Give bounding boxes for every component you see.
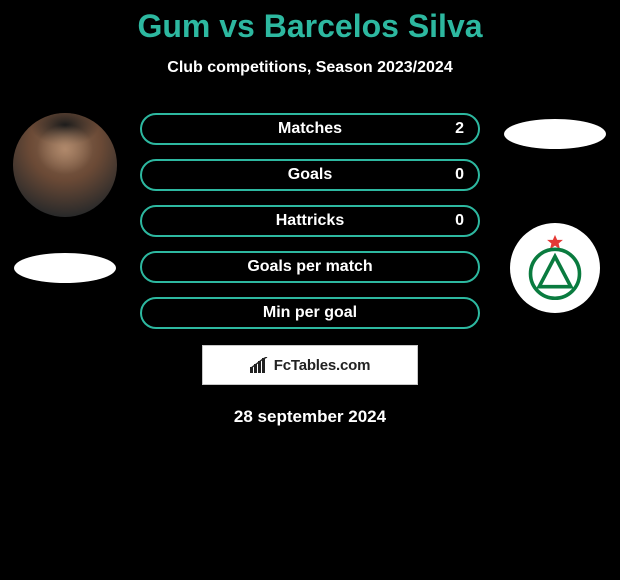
stat-label: Matches xyxy=(278,120,342,138)
right-column xyxy=(500,113,610,313)
main-row: Matches 2 Goals 0 Hattricks 0 Goals per … xyxy=(0,113,620,329)
brand-text: FcTables.com xyxy=(274,357,371,374)
brand-box[interactable]: FcTables.com xyxy=(202,345,418,385)
stat-value: 0 xyxy=(455,166,464,184)
comparison-card: Gum vs Barcelos Silva Club competitions,… xyxy=(0,0,620,427)
team-badge-left xyxy=(14,253,116,283)
stat-label: Min per goal xyxy=(263,304,357,322)
crest-icon xyxy=(519,232,591,304)
stat-pill-goals: Goals 0 xyxy=(140,159,480,191)
left-column xyxy=(10,113,120,283)
stat-pill-matches: Matches 2 xyxy=(140,113,480,145)
subtitle: Club competitions, Season 2023/2024 xyxy=(0,59,620,77)
player-photo-left xyxy=(13,113,117,217)
stats-column: Matches 2 Goals 0 Hattricks 0 Goals per … xyxy=(140,113,480,329)
bar-chart-icon xyxy=(250,357,270,373)
stat-label: Goals per match xyxy=(247,258,372,276)
page-title: Gum vs Barcelos Silva xyxy=(0,8,620,45)
stat-value: 0 xyxy=(455,212,464,230)
stat-pill-goals-per-match: Goals per match xyxy=(140,251,480,283)
date-text: 28 september 2024 xyxy=(0,407,620,427)
stat-pill-hattricks: Hattricks 0 xyxy=(140,205,480,237)
stat-label: Hattricks xyxy=(276,212,344,230)
team-badge-right xyxy=(504,119,606,149)
club-crest-right xyxy=(510,223,600,313)
stat-value: 2 xyxy=(455,120,464,138)
stat-pill-min-per-goal: Min per goal xyxy=(140,297,480,329)
stat-label: Goals xyxy=(288,166,332,184)
